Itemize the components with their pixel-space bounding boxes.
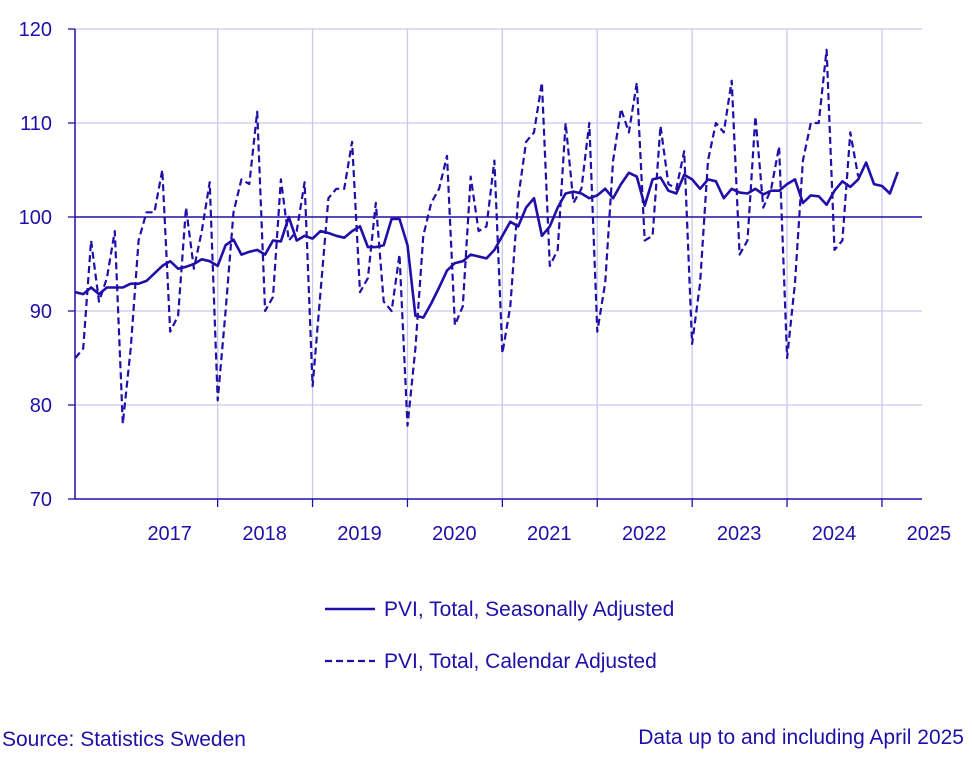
y-tick-label: 120 — [19, 19, 52, 41]
source-note: Source: Statistics Sweden — [2, 728, 246, 751]
legend: PVI, Total, Seasonally Adjusted PVI, Tot… — [325, 598, 674, 673]
x-tick-label: 2020 — [432, 523, 477, 545]
x-tick-label: 2017 — [147, 523, 192, 545]
x-tick-label: 2018 — [242, 523, 287, 545]
horizontal-gridlines — [75, 28, 922, 406]
series-lines — [74, 48, 900, 427]
legend-label-seasonally-adjusted: PVI, Total, Seasonally Adjusted — [384, 598, 674, 621]
x-tick-label: 2025 — [907, 523, 952, 545]
data-range-note: Data up to and including April 2025 — [638, 726, 964, 749]
y-tick-label: 70 — [30, 489, 52, 511]
legend-label-calendar-adjusted: PVI, Total, Calendar Adjusted — [384, 650, 657, 673]
x-tick-label: 2023 — [717, 523, 762, 545]
y-tick-label: 90 — [30, 301, 52, 323]
x-tick-labels: 2017 2018 2019 2020 2021 2022 2023 2024 2025 — [147, 523, 951, 545]
x-tick-label: 2021 — [527, 523, 572, 545]
y-tick-label: 110 — [20, 113, 52, 135]
y-tick-label: 80 — [30, 395, 52, 417]
vertical-gridlines — [216, 29, 883, 499]
x-tick-label: 2024 — [812, 523, 857, 545]
y-tick-label: 100 — [19, 207, 52, 229]
series-line-seasonally-adjusted — [74, 161, 900, 319]
series-line-calendar-adjusted — [74, 48, 860, 427]
y-tick-labels: 70 80 90 100 110 120 — [19, 19, 52, 511]
x-tick-label: 2019 — [337, 523, 382, 545]
axes — [68, 28, 922, 507]
x-tick-label: 2022 — [622, 523, 667, 545]
